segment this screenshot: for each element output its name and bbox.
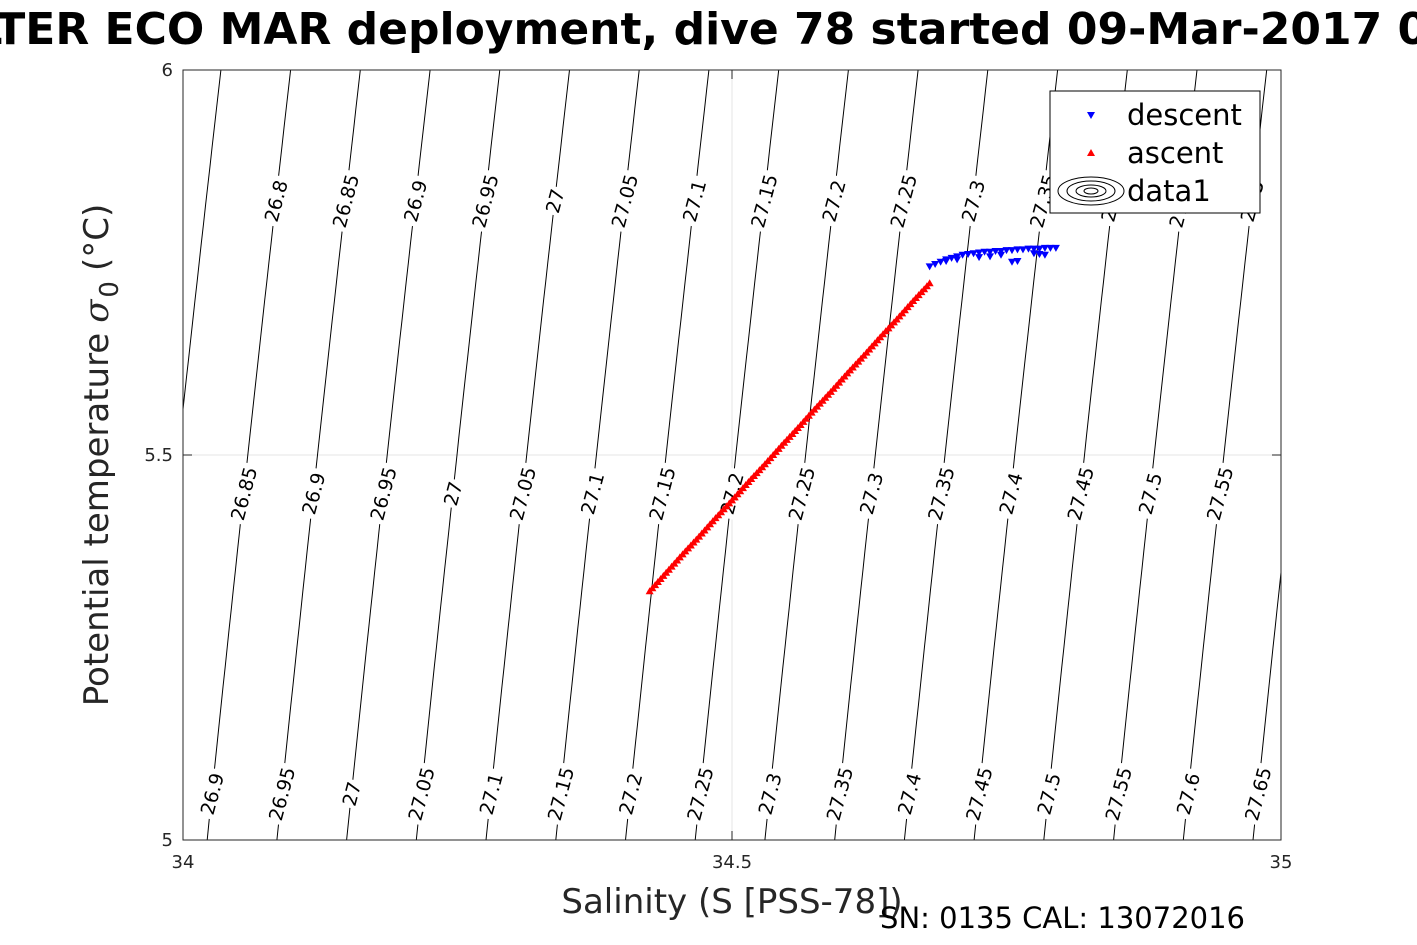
descent-point: [1002, 247, 1011, 255]
ascent-point: [857, 354, 866, 362]
descent-point: [1013, 257, 1022, 265]
descent-point: [1007, 247, 1016, 255]
ascent-point: [824, 390, 833, 398]
descent-point: [953, 256, 962, 264]
ascent-point: [807, 408, 816, 416]
descent-point: [931, 261, 940, 269]
descent-point: [964, 251, 973, 259]
descent-point: [986, 253, 995, 261]
ascent-point: [791, 427, 800, 435]
descent-point: [1007, 258, 1016, 266]
contour-label: 27: [439, 477, 468, 510]
y-tick-label: 6: [162, 60, 173, 81]
descent-point: [1013, 246, 1022, 254]
contour-line: [183, 70, 222, 414]
ascent-point: [774, 444, 783, 452]
grid: [183, 70, 1281, 840]
descent-point: [997, 251, 1006, 259]
ascent-point: [741, 481, 750, 489]
ascent-point: [692, 535, 701, 543]
legend-descent-label: descent: [1127, 98, 1242, 132]
y-axis-ticks: 55.56: [144, 60, 1281, 851]
ascent-point: [659, 571, 668, 579]
descent-point: [1024, 245, 1033, 253]
legend: descent ascent data1: [1049, 90, 1261, 214]
y-axis-label-sigma: σ: [77, 299, 117, 323]
y-axis-label-subscript: 0: [95, 281, 125, 298]
ascent-point: [725, 499, 734, 507]
descent-point: [936, 258, 945, 266]
descent-point: [975, 254, 984, 262]
contour-legend-icon: [1057, 176, 1125, 206]
legend-descent-marker: [1087, 112, 1095, 119]
ascent-point: [922, 282, 931, 290]
ascent-point: [873, 336, 882, 344]
descent-point: [942, 257, 951, 265]
descent-point: [1040, 244, 1049, 252]
x-tick-label: 34.5: [712, 852, 752, 873]
x-axis-ticks: 34 34.5 35: [172, 70, 1293, 873]
descent-point: [997, 247, 1006, 255]
descent-point: [1051, 244, 1060, 252]
descent-point: [986, 248, 995, 256]
ascent-point: [889, 318, 898, 326]
ascent-point: [840, 372, 849, 380]
descent-point: [925, 263, 934, 271]
contour-line: [1252, 567, 1281, 840]
ascent-point: [708, 517, 717, 525]
descent-point: [991, 247, 1000, 255]
ascent-point: [758, 463, 767, 471]
y-tick-label: 5: [162, 830, 173, 851]
contour-label: 27: [541, 184, 569, 218]
descent-point: [980, 248, 989, 256]
descent-point: [969, 250, 978, 258]
descent-point: [1040, 251, 1049, 259]
data-markers: [645, 244, 1060, 595]
y-tick-label: 5.5: [144, 445, 173, 466]
x-tick-label: 34: [172, 852, 195, 873]
descent-point: [1018, 246, 1027, 254]
legend-item-descent: descent: [1087, 98, 1242, 132]
descent-point: [1035, 251, 1044, 259]
serial-calibration-annotation: SN: 0135 CAL: 13072016: [880, 901, 1245, 935]
y-axis-label-main: Potential temperature: [77, 333, 117, 706]
descent-point: [958, 251, 967, 259]
x-axis-label: Salinity (S [PSS-78]): [561, 882, 902, 922]
descent-point: [1029, 250, 1038, 258]
legend-ascent-label: ascent: [1127, 136, 1223, 170]
ascent-point: [675, 553, 684, 561]
descent-point: [1029, 245, 1038, 253]
descent-point: [1035, 245, 1044, 253]
legend-data1-label: data1: [1127, 174, 1211, 208]
legend-ascent-marker: [1087, 149, 1095, 156]
descent-point: [1046, 244, 1055, 252]
y-axis-label: Potential temperature σ0 (°C): [77, 204, 125, 707]
descent-point: [975, 249, 984, 257]
y-axis-label-unit: (°C): [77, 204, 117, 271]
legend-item-data1: data1: [1057, 174, 1211, 208]
x-tick-label: 35: [1270, 852, 1293, 873]
ascent-point: [906, 300, 915, 308]
legend-item-ascent: ascent: [1087, 136, 1223, 170]
chart-title: SG572 LTER ECO MAR deployment, dive 78 s…: [0, 4, 1417, 55]
